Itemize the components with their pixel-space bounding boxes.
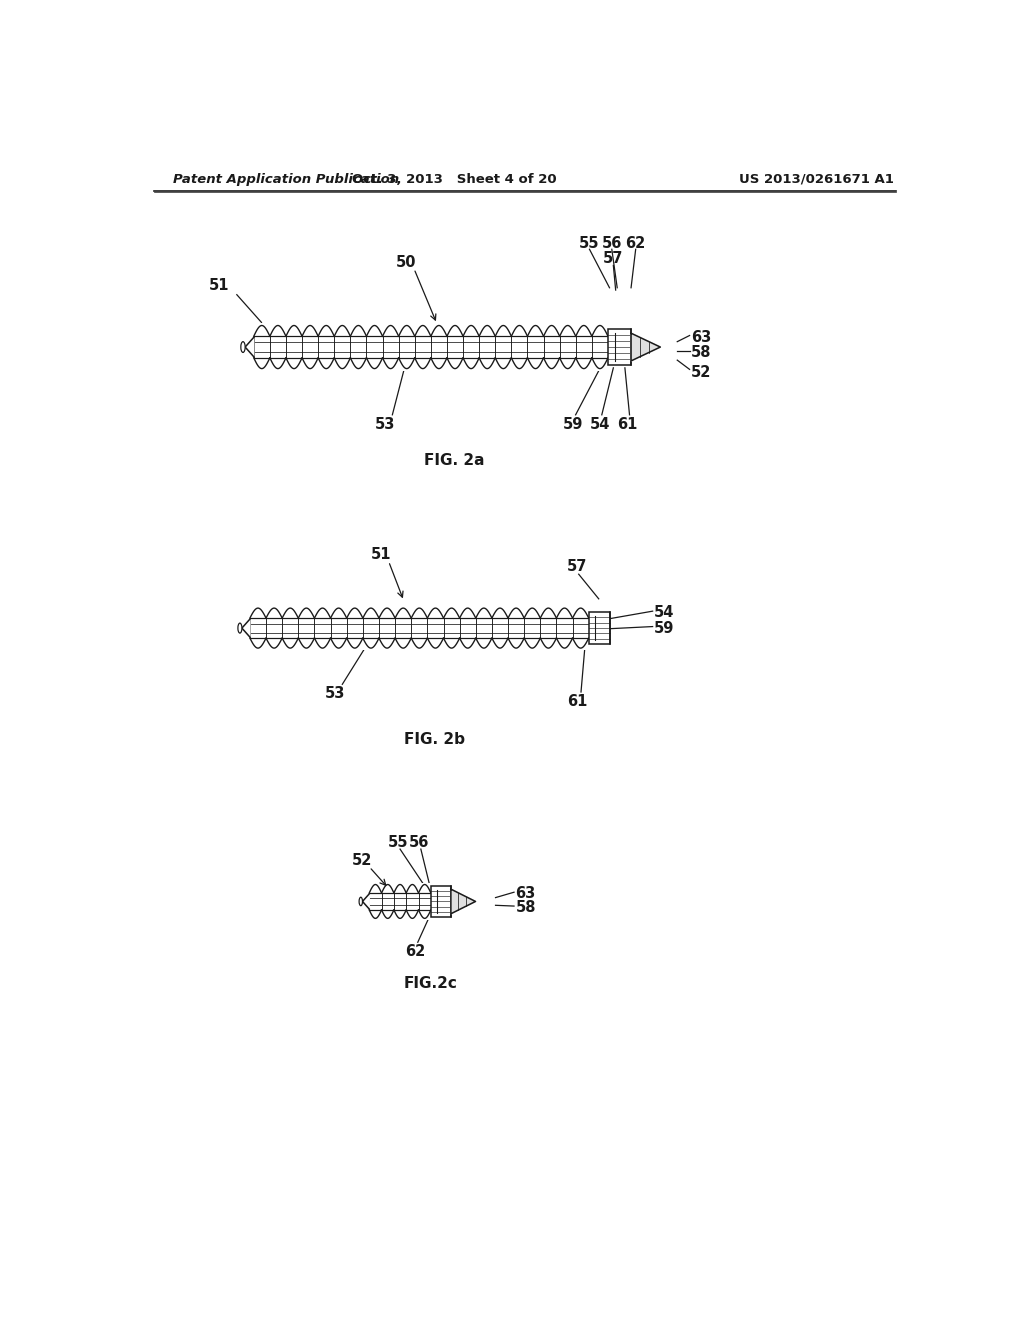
Ellipse shape <box>359 898 362 906</box>
Text: 62: 62 <box>406 944 426 960</box>
Ellipse shape <box>241 342 245 352</box>
Polygon shape <box>242 619 250 638</box>
Bar <box>370 883 431 920</box>
Bar <box>254 323 608 371</box>
Text: 59: 59 <box>654 620 675 636</box>
Text: 59: 59 <box>563 417 584 432</box>
Text: 51: 51 <box>209 279 229 293</box>
Polygon shape <box>245 338 254 356</box>
Text: 51: 51 <box>371 548 391 562</box>
Text: 54: 54 <box>654 605 675 620</box>
Text: 53: 53 <box>375 417 395 432</box>
Text: 56: 56 <box>410 834 429 850</box>
Text: Oct. 3, 2013   Sheet 4 of 20: Oct. 3, 2013 Sheet 4 of 20 <box>351 173 556 186</box>
Text: 55: 55 <box>388 834 409 850</box>
Text: 61: 61 <box>567 694 588 709</box>
Text: 52: 52 <box>691 364 712 380</box>
Text: US 2013/0261671 A1: US 2013/0261671 A1 <box>739 173 894 186</box>
Text: Patent Application Publication: Patent Application Publication <box>173 173 399 186</box>
Bar <box>608 330 631 364</box>
Text: 53: 53 <box>325 686 345 701</box>
Text: 58: 58 <box>515 900 536 915</box>
Text: 50: 50 <box>396 255 417 269</box>
Text: 54: 54 <box>590 417 610 432</box>
Polygon shape <box>362 894 370 909</box>
Text: 57: 57 <box>567 558 588 574</box>
Bar <box>589 612 610 644</box>
Text: 61: 61 <box>617 417 637 432</box>
Text: FIG. 2b: FIG. 2b <box>404 733 465 747</box>
Text: 58: 58 <box>691 345 712 360</box>
Text: FIG.2c: FIG.2c <box>403 977 458 991</box>
Text: FIG. 2a: FIG. 2a <box>424 453 484 467</box>
Text: 56: 56 <box>602 235 622 251</box>
Text: 63: 63 <box>691 330 712 345</box>
Bar <box>250 606 589 651</box>
Polygon shape <box>451 890 475 913</box>
Polygon shape <box>631 333 660 360</box>
Text: 62: 62 <box>626 235 646 251</box>
Text: 57: 57 <box>603 251 624 267</box>
Ellipse shape <box>238 623 242 634</box>
Bar <box>431 886 451 917</box>
Text: 55: 55 <box>580 235 600 251</box>
Text: 52: 52 <box>351 853 372 869</box>
Text: 63: 63 <box>515 886 536 902</box>
